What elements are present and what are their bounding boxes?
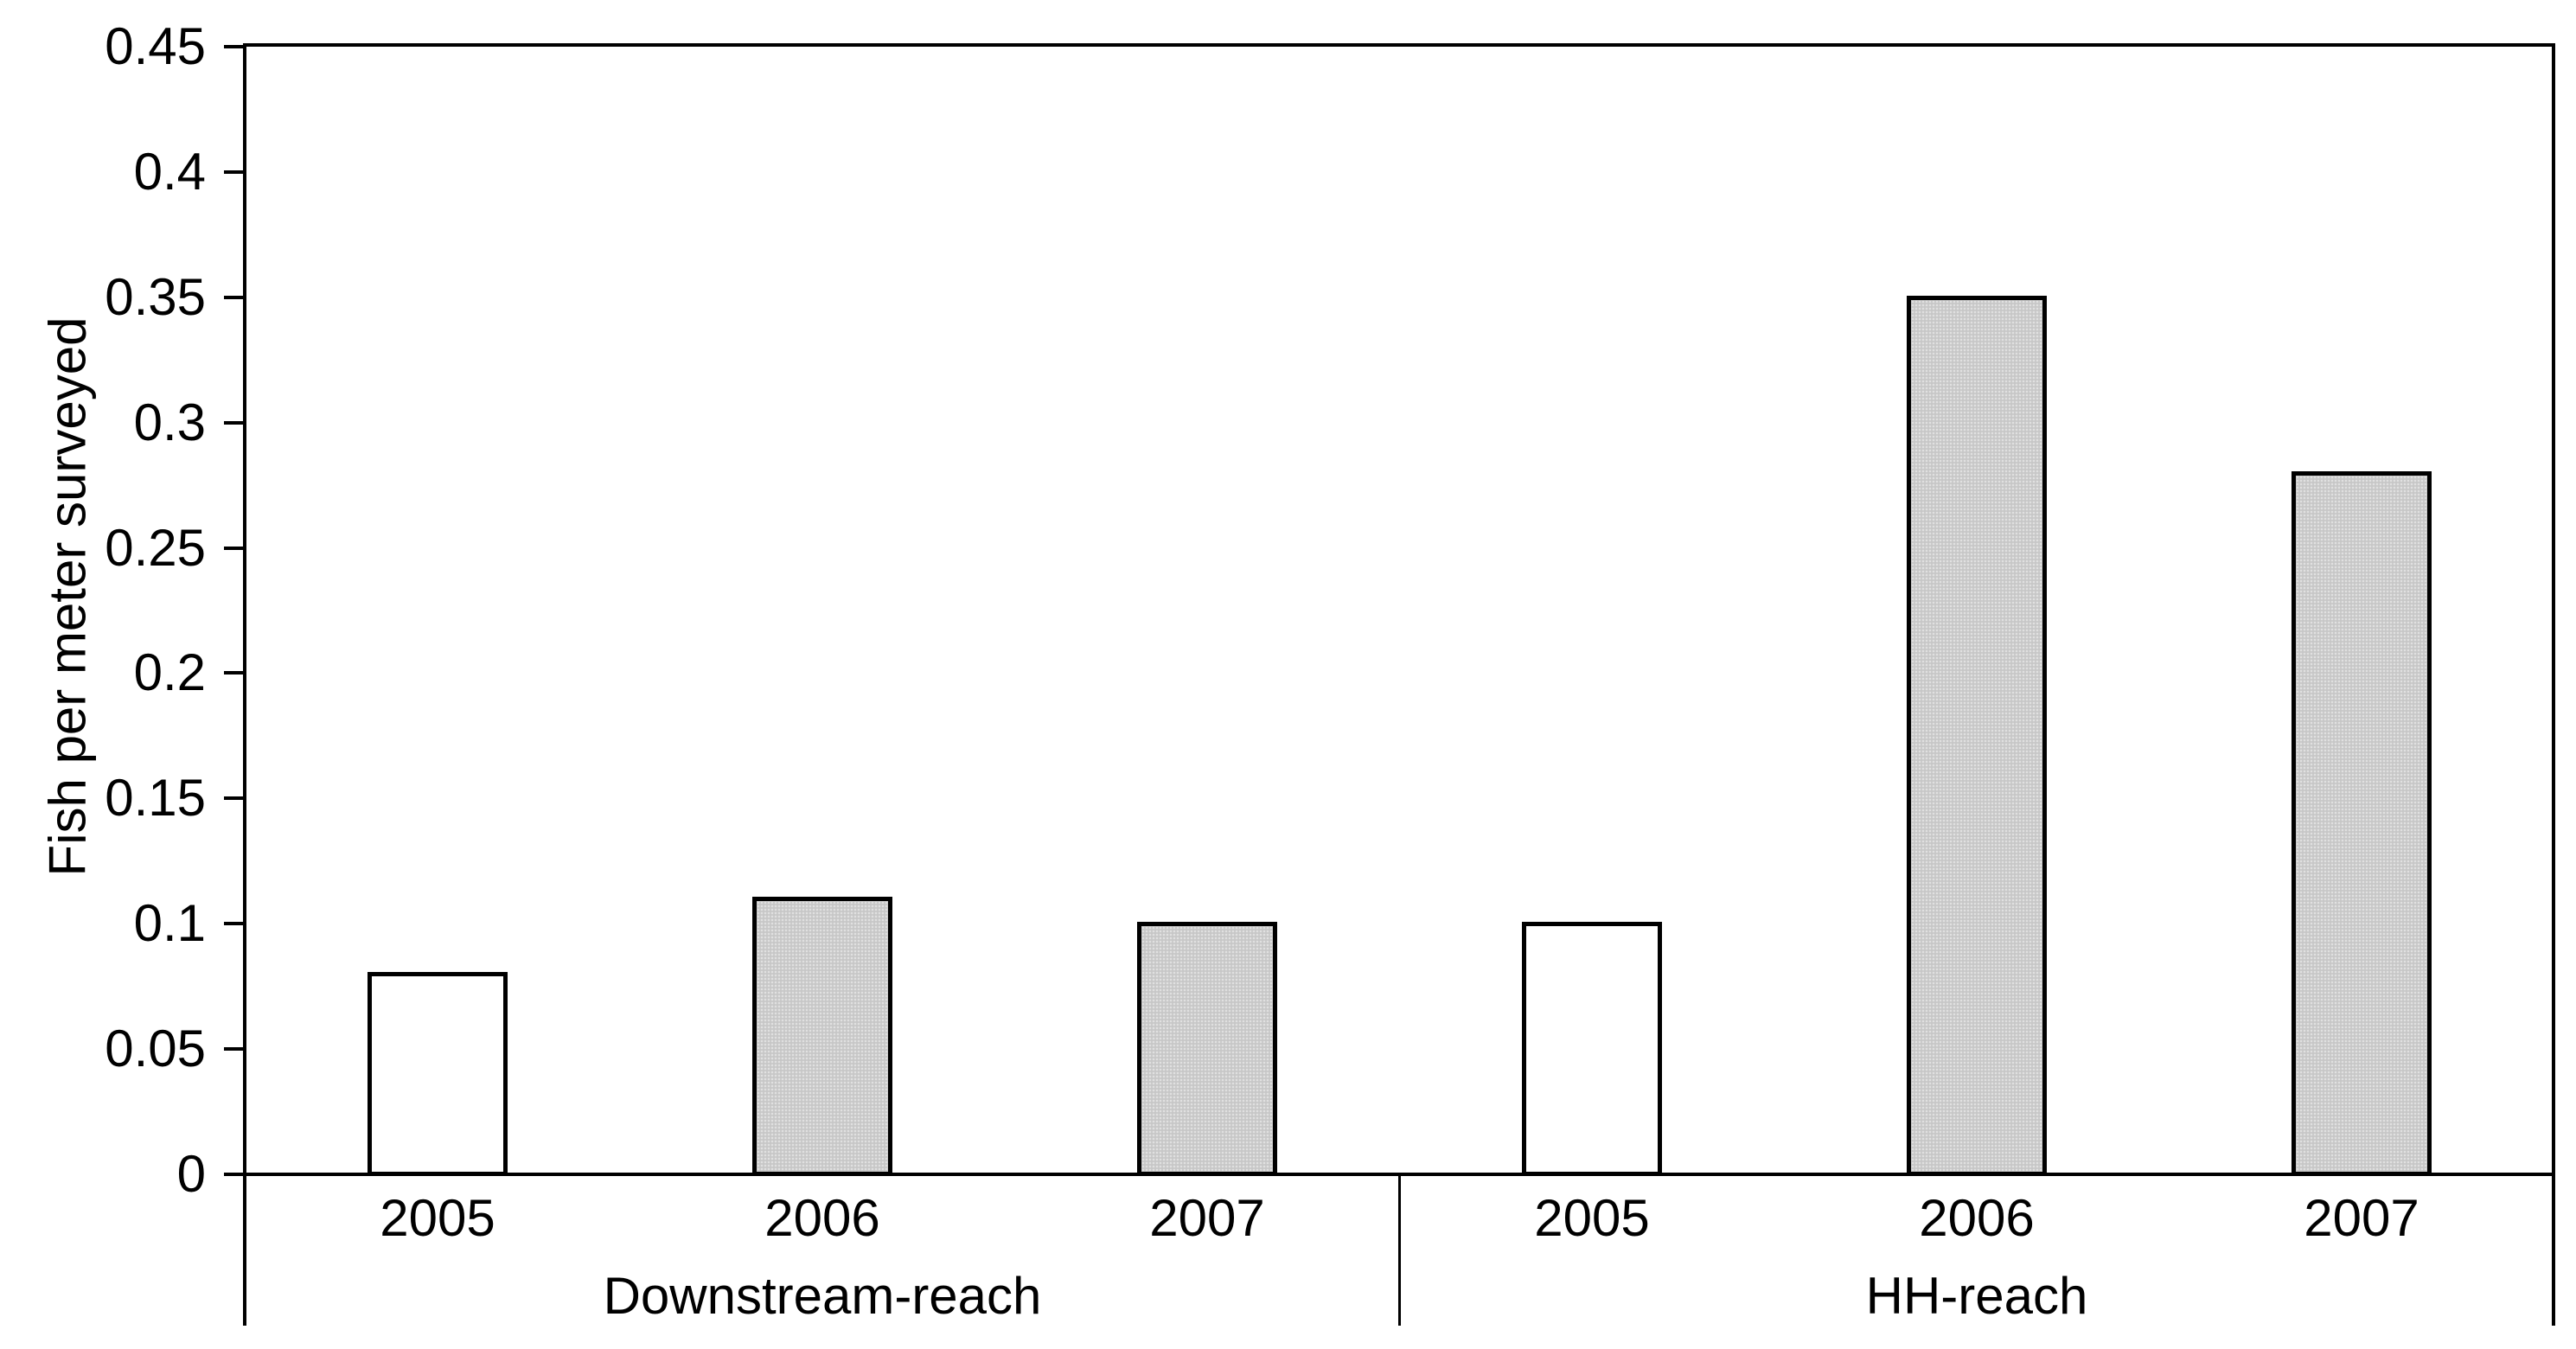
y-tick-mark [224,420,243,425]
y-tick-label: 0.45 [105,17,206,75]
y-tick-mark [224,169,243,174]
bar-downstream-reach-2006 [752,897,892,1176]
bar-hh-reach-2007 [2292,471,2432,1176]
y-tick-mark [224,546,243,550]
y-tick-mark [224,295,243,299]
bar-hh-reach-2006 [1907,296,2047,1176]
year-label: 2007 [2304,1189,2419,1247]
y-tick-label: 0.3 [133,393,206,451]
y-tick-mark [224,671,243,675]
group-label-downstream-reach: Downstream-reach [603,1267,1042,1325]
year-label: 2005 [380,1189,495,1247]
y-tick-mark [224,796,243,801]
y-tick-mark [224,1047,243,1052]
y-tick-mark [224,1173,243,1176]
y-tick-label: 0 [176,1145,206,1203]
bar-hh-reach-2005 [1522,922,1662,1176]
group-separator [1398,1173,1401,1326]
year-label: 2006 [1919,1189,2035,1247]
bar-downstream-reach-2005 [368,972,508,1176]
plot-top-border [243,43,2555,47]
y-tick-label: 0.25 [105,518,206,577]
y-tick-label: 0.05 [105,1020,206,1078]
y-tick-label: 0.2 [133,643,206,702]
group-label-hh-reach: HH-reach [1865,1267,2088,1325]
y-axis-line [243,43,246,1326]
year-label: 2006 [764,1189,880,1247]
bar-downstream-reach-2007 [1137,922,1277,1176]
y-tick-mark [224,45,243,48]
y-tick-label: 0.4 [133,142,206,201]
year-label: 2007 [1149,1189,1265,1247]
y-tick-label: 0.35 [105,267,206,326]
plot-right-border [2552,43,2555,1326]
year-label: 2005 [1534,1189,1650,1247]
y-tick-mark [224,922,243,926]
y-tick-label: 0.15 [105,769,206,828]
y-tick-label: 0.1 [133,894,206,953]
